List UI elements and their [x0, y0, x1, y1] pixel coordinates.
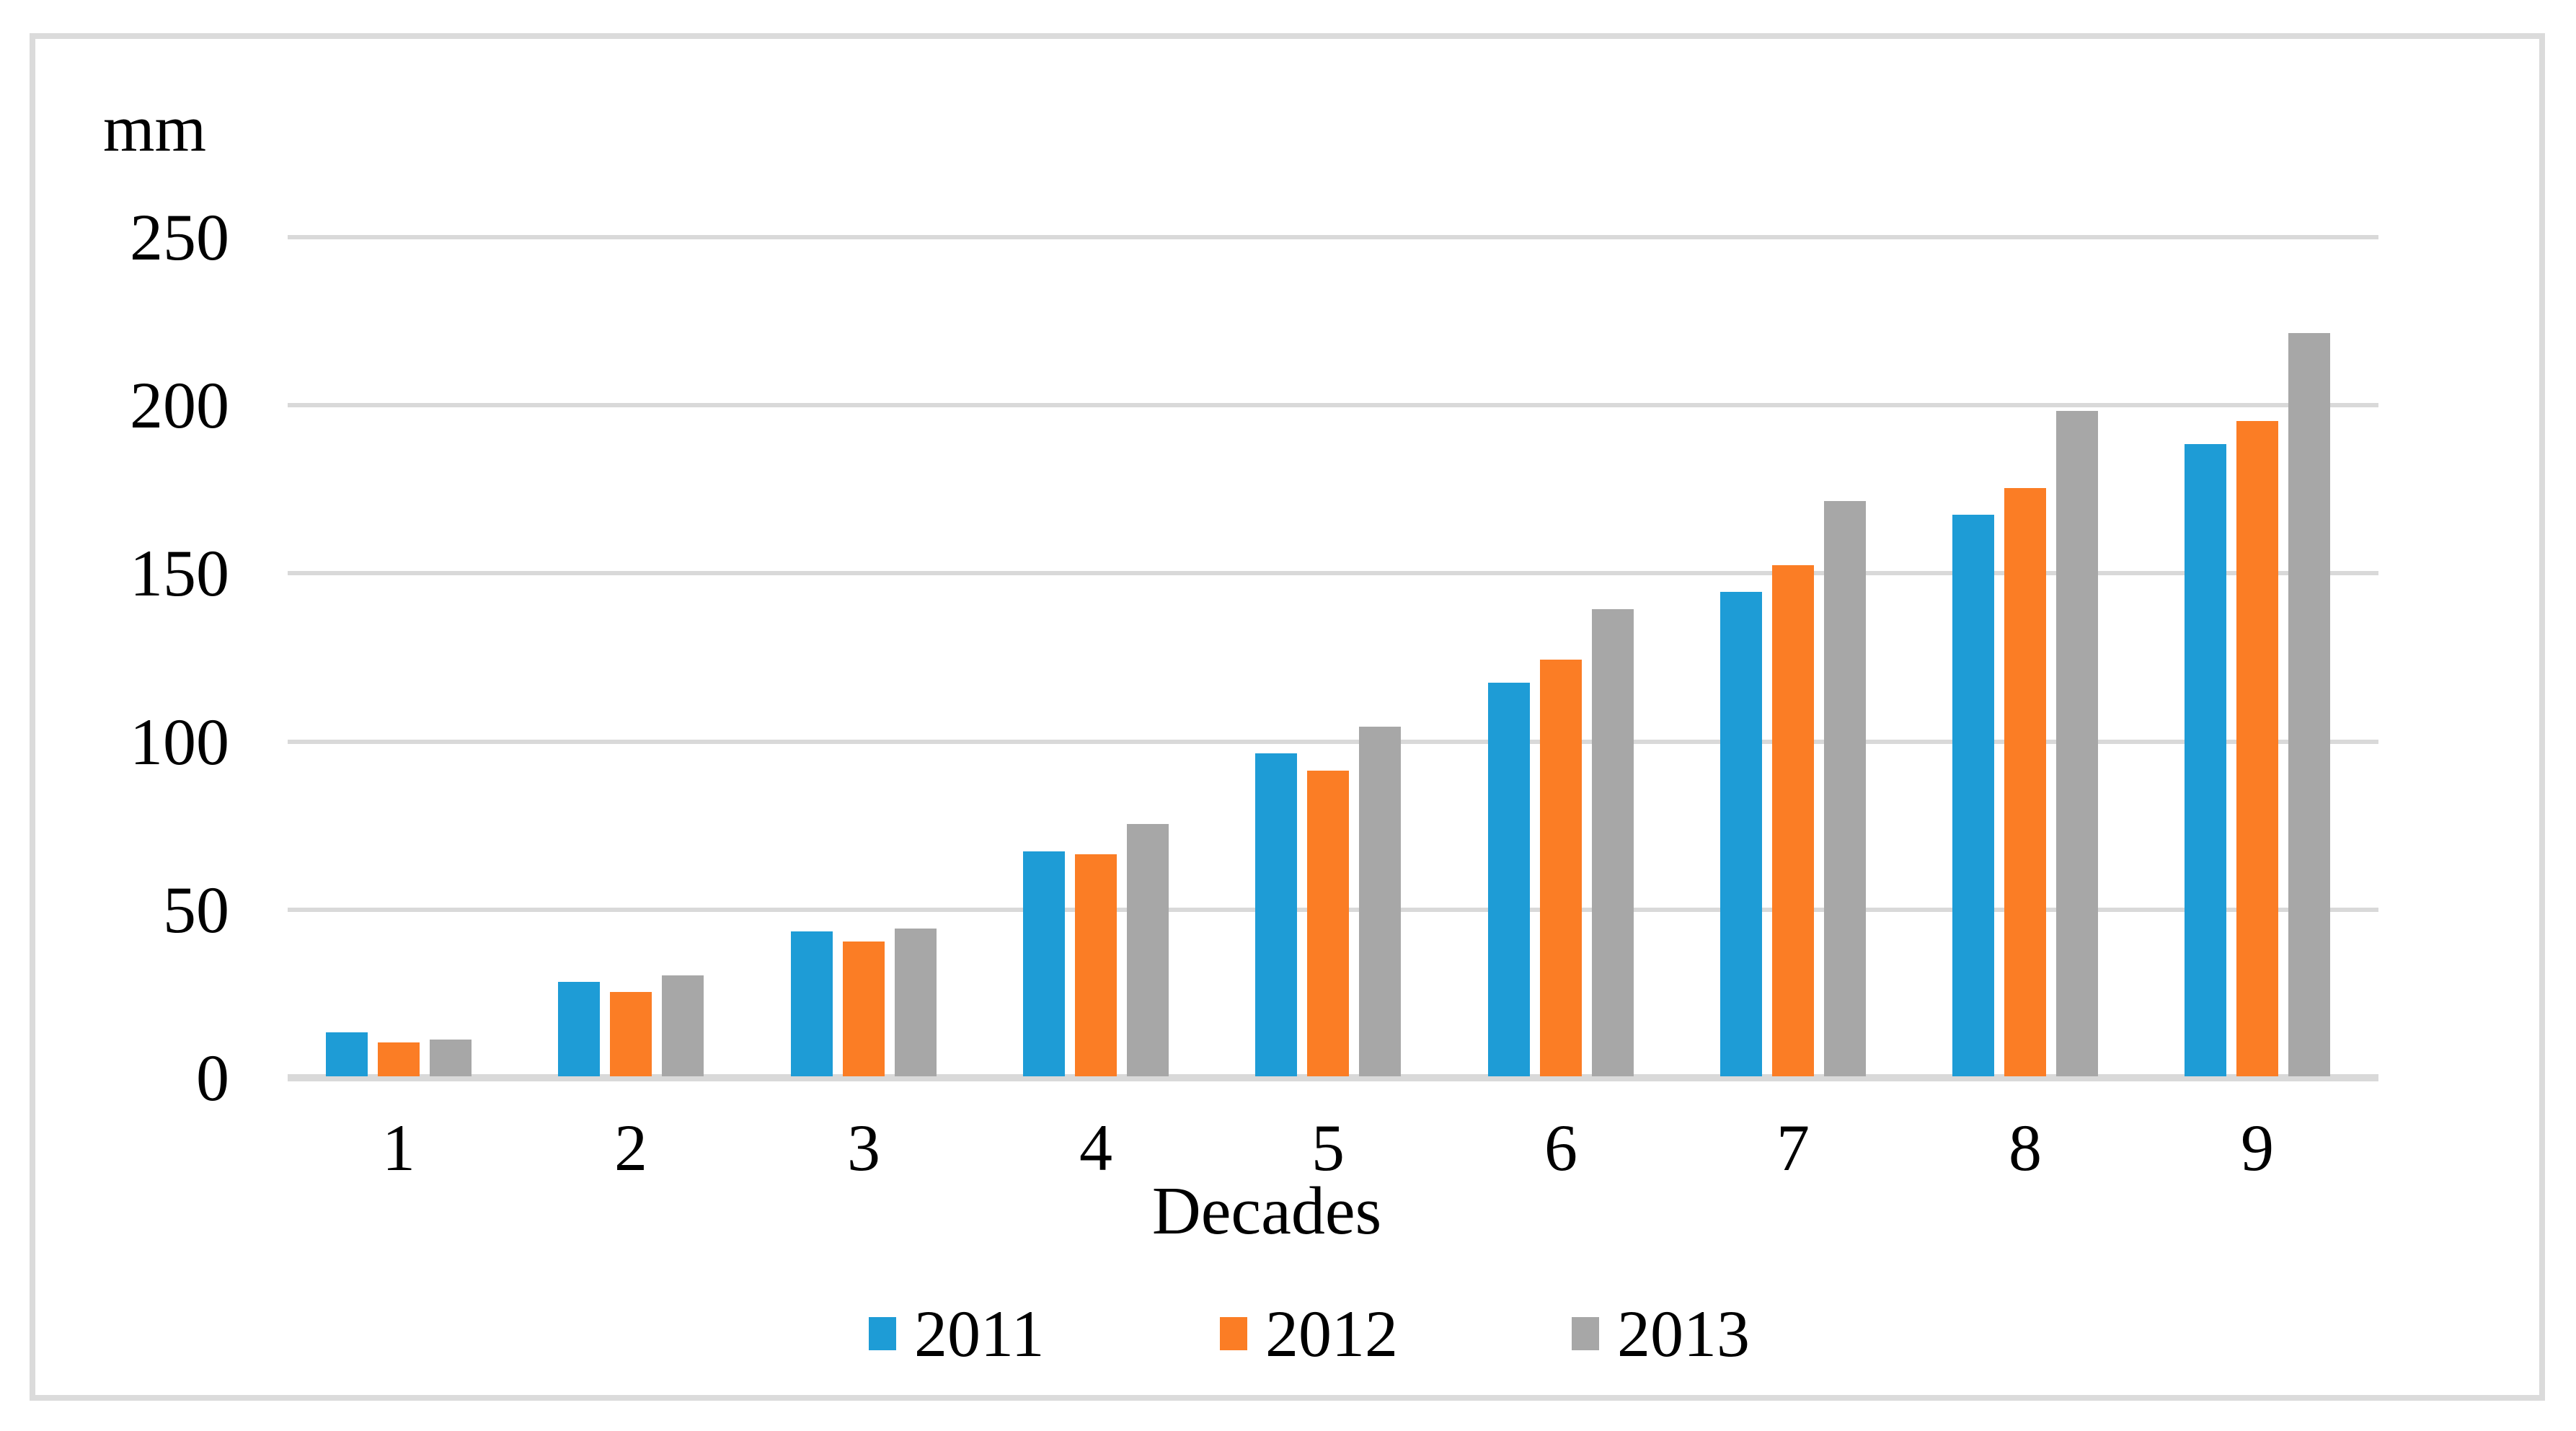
x-tick-label-8: 8 [2009, 1111, 2042, 1184]
legend-swatch-2012 [1220, 1317, 1247, 1350]
bar-2011-decade-6 [1488, 683, 1530, 1076]
legend-entry-2013: 2013 [1572, 1298, 1750, 1370]
legend-swatch-2011 [869, 1317, 896, 1350]
legend-label-2013: 2013 [1617, 1297, 1750, 1370]
x-tick-label-2: 2 [614, 1111, 647, 1184]
bar-2013-decade-9 [2288, 333, 2330, 1076]
bar-2011-decade-5 [1255, 753, 1297, 1076]
gridline-150 [288, 571, 2378, 576]
bar-2012-decade-5 [1307, 771, 1349, 1076]
bar-2013-decade-5 [1359, 727, 1401, 1076]
bar-2012-decade-9 [2236, 421, 2278, 1076]
y-tick-label-0: 0 [196, 1041, 229, 1115]
bar-2011-decade-9 [2185, 444, 2226, 1076]
bar-2013-decade-8 [2056, 411, 2098, 1076]
bar-2012-decade-7 [1772, 565, 1814, 1076]
y-tick-label-100: 100 [130, 704, 229, 779]
bar-2013-decade-7 [1824, 501, 1866, 1076]
y-tick-label-150: 150 [130, 536, 229, 611]
bar-2012-decade-4 [1075, 854, 1117, 1076]
y-axis-unit-label: mm [103, 92, 207, 165]
gridline-100 [288, 739, 2378, 744]
x-tick-label-6: 6 [1544, 1111, 1577, 1184]
x-tick-label-7: 7 [1776, 1111, 1810, 1184]
y-tick-label-250: 250 [130, 200, 229, 274]
bar-2013-decade-6 [1592, 609, 1634, 1076]
bar-2011-decade-3 [791, 931, 833, 1076]
y-tick-label-200: 200 [130, 368, 229, 443]
bar-2011-decade-7 [1720, 592, 1762, 1076]
gridline-250 [288, 235, 2378, 239]
bar-2012-decade-1 [378, 1042, 420, 1076]
x-tick-label-9: 9 [2241, 1111, 2274, 1184]
bar-2012-decade-8 [2004, 488, 2046, 1076]
bar-2011-decade-1 [326, 1032, 368, 1076]
x-tick-label-3: 3 [847, 1111, 880, 1184]
bar-2011-decade-4 [1023, 851, 1065, 1076]
bar-2012-decade-3 [843, 942, 885, 1076]
bar-2013-decade-2 [662, 975, 704, 1076]
x-tick-label-1: 1 [382, 1111, 415, 1184]
bar-2011-decade-2 [558, 982, 600, 1076]
x-tick-label-4: 4 [1079, 1111, 1112, 1184]
legend-label-2011: 2011 [914, 1297, 1045, 1370]
figure-frame [30, 33, 2545, 1401]
bar-2012-decade-2 [610, 992, 652, 1076]
x-axis-title: Decades [1151, 1174, 1382, 1249]
bar-2013-decade-1 [430, 1040, 472, 1076]
bar-2011-decade-8 [1952, 515, 1994, 1076]
legend-entry-2011: 2011 [869, 1298, 1045, 1370]
bar-2013-decade-4 [1127, 824, 1169, 1076]
legend-entry-2012: 2012 [1220, 1298, 1398, 1370]
bar-2012-decade-6 [1540, 660, 1582, 1076]
gridline-200 [288, 403, 2378, 408]
y-tick-label-50: 50 [163, 872, 229, 947]
legend-swatch-2013 [1572, 1317, 1599, 1350]
legend-label-2012: 2012 [1265, 1297, 1398, 1370]
bar-2013-decade-3 [895, 929, 937, 1076]
x-axis-line [288, 1074, 2378, 1081]
x-tick-label-5: 5 [1311, 1111, 1345, 1184]
